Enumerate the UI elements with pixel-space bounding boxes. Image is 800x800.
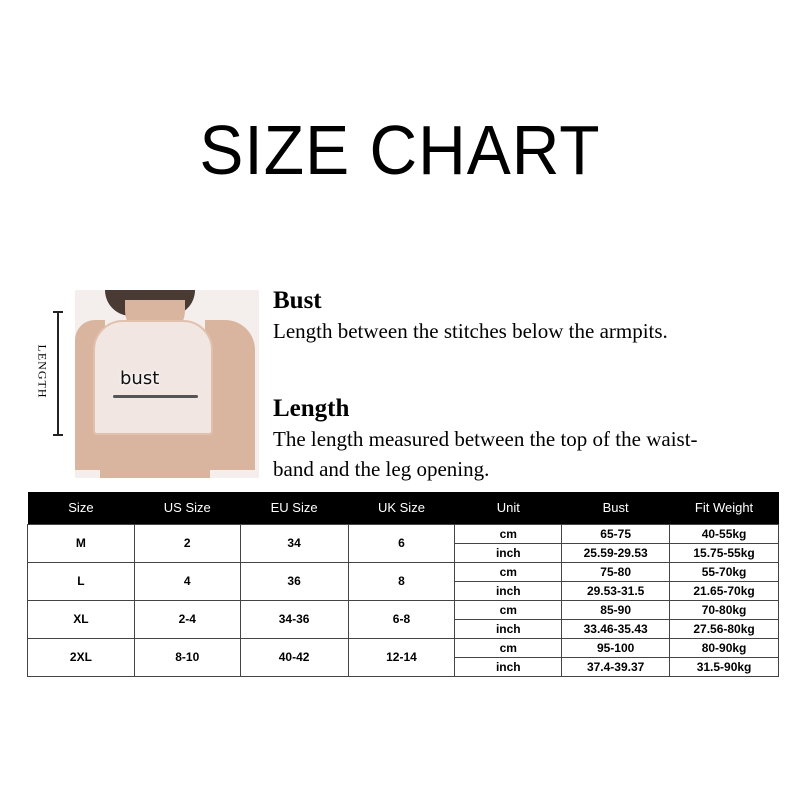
column-header: Size (27, 492, 135, 524)
bust-label: bust (120, 368, 160, 389)
eu-size-cell: 40-42 (239, 637, 349, 677)
column-header: Bust (561, 492, 670, 524)
unit-cell: cm (454, 523, 563, 544)
uk-size-cell: 6-8 (347, 599, 456, 639)
length-description-1: The length measured between the top of t… (273, 427, 698, 451)
page-title: SIZE CHART (199, 111, 601, 189)
size-cell: 2XL (27, 637, 135, 677)
weight-cell: 40-55kg (669, 523, 779, 544)
unit-cell: cm (454, 599, 563, 620)
unit-cell: inch (454, 542, 563, 563)
bust-cell: 95-100 (561, 637, 671, 658)
weight-cell: 15.75-55kg (669, 542, 779, 563)
length-description-2: band and the leg opening. (273, 457, 490, 481)
bust-cell: 25.59-29.53 (561, 542, 671, 563)
unit-cell: inch (454, 656, 563, 677)
column-header: EU Size (240, 492, 349, 524)
weight-cell: 21.65-70kg (669, 580, 779, 601)
bust-cell: 65-75 (561, 523, 671, 544)
right-arm (205, 320, 255, 470)
weight-cell: 55-70kg (669, 561, 779, 582)
uk-size-cell: 12-14 (347, 637, 456, 677)
column-header: Unit (454, 492, 562, 524)
us-size-cell: 2 (133, 523, 241, 563)
size-table: Size US Size EU Size UK Size Unit Bust Fit Wei… (27, 492, 779, 677)
unit-cell: inch (454, 618, 563, 639)
column-header: US Size (134, 492, 241, 524)
size-cell: M (27, 523, 135, 563)
us-size-cell: 8-10 (133, 637, 241, 677)
table-row: L 4 36 8 cm 75-80 55-70kg (27, 561, 779, 601)
table-row: 2XL 8-10 40-42 12-14 cm 95-100 80-90kg (27, 637, 779, 677)
bust-cell: 75-80 (561, 561, 671, 582)
us-size-cell: 4 (133, 561, 241, 601)
midriff (100, 430, 210, 478)
length-heading: Length (273, 395, 350, 422)
bust-cell: 37.4-39.37 (561, 656, 671, 677)
bust-line (113, 395, 198, 398)
unit-cell: cm (454, 637, 563, 658)
us-size-cell: 2-4 (133, 599, 241, 639)
column-header: UK Size (348, 492, 455, 524)
length-indicator (53, 311, 63, 436)
unit-cell: inch (454, 580, 563, 601)
model-photo: bust (75, 290, 259, 478)
size-cell: L (27, 561, 135, 601)
length-label: LENGTH (35, 344, 50, 399)
eu-size-cell: 34 (239, 523, 349, 563)
table-row: XL 2-4 34-36 6-8 cm 85-90 70-80kg (27, 599, 779, 639)
weight-cell: 27.56-80kg (669, 618, 779, 639)
size-cell: XL (27, 599, 135, 639)
uk-size-cell: 8 (347, 561, 456, 601)
weight-cell: 80-90kg (669, 637, 779, 658)
table-row: M 2 34 6 cm 65-75 40-55kg (27, 523, 779, 563)
table-subrow: inch 37.4-39.37 31.5-90kg (28, 656, 779, 677)
unit-cell: cm (454, 561, 563, 582)
bust-description: Length between the stitches below the ar… (273, 319, 668, 343)
bust-cell: 85-90 (561, 599, 671, 620)
eu-size-cell: 36 (239, 561, 349, 601)
weight-cell: 70-80kg (669, 599, 779, 620)
bust-heading: Bust (273, 287, 322, 314)
sports-bra (93, 320, 213, 435)
table-subrow: inch 29.53-31.5 21.65-70kg (28, 580, 779, 601)
bust-cell: 33.46-35.43 (561, 618, 671, 639)
column-header: Fit Weight (669, 492, 779, 524)
eu-size-cell: 34-36 (239, 599, 349, 639)
uk-size-cell: 6 (347, 523, 456, 563)
weight-cell: 31.5-90kg (669, 656, 779, 677)
bust-cell: 29.53-31.5 (561, 580, 671, 601)
table-subrow: inch 33.46-35.43 27.56-80kg (28, 618, 779, 639)
